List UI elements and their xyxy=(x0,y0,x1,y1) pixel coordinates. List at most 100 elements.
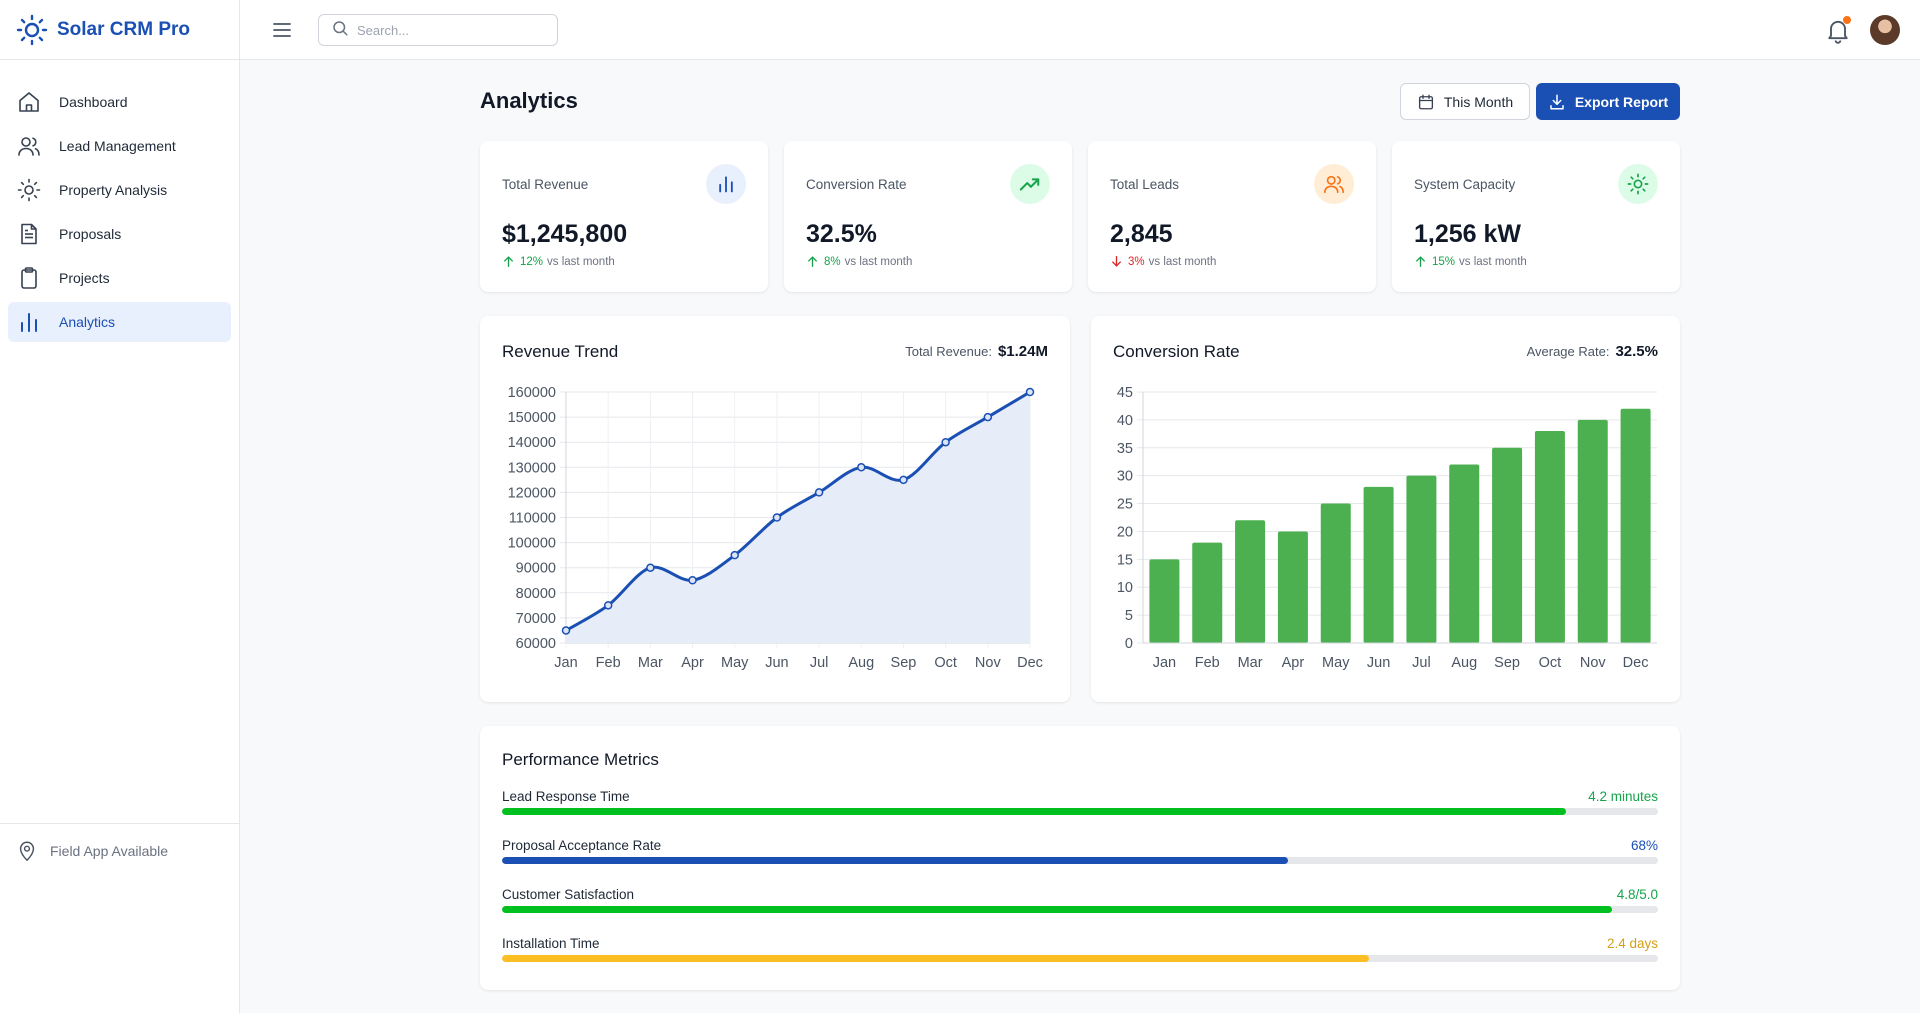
x-tick-label: Aug xyxy=(848,655,874,671)
sidebar-item-proposals[interactable]: Proposals xyxy=(8,214,231,254)
data-point xyxy=(688,576,697,585)
x-tick-label: Oct xyxy=(1539,655,1562,671)
bar-chart-icon xyxy=(706,164,746,204)
sidebar-item-property-analysis[interactable]: Property Analysis xyxy=(8,170,231,210)
sun-icon xyxy=(16,14,48,46)
y-tick-label: 130000 xyxy=(508,460,556,476)
y-tick-label: 30 xyxy=(1117,469,1133,485)
metric-value: 4.8/5.0 xyxy=(1616,887,1658,902)
sun-icon xyxy=(1618,164,1658,204)
metric-label: Customer Satisfaction xyxy=(502,887,635,902)
stat-label: Total Revenue xyxy=(502,177,589,192)
arrow-down-icon xyxy=(1110,255,1123,268)
data-point xyxy=(814,488,824,497)
data-point xyxy=(1025,387,1035,397)
progress-track xyxy=(502,906,1658,913)
bar xyxy=(1620,408,1651,643)
x-tick-label: Sep xyxy=(1494,655,1520,671)
stat-value: 2,845 xyxy=(1110,220,1173,248)
brand[interactable]: Solar CRM Pro xyxy=(0,0,239,60)
users-icon xyxy=(16,133,42,159)
y-tick-label: 120000 xyxy=(508,485,556,501)
y-tick-label: 15 xyxy=(1117,552,1133,568)
metric-value: 4.2 minutes xyxy=(1588,789,1658,804)
calendar-icon xyxy=(1417,93,1435,111)
x-tick-label: Oct xyxy=(934,655,957,671)
bar-chart-icon xyxy=(16,309,42,335)
sidebar-item-analytics[interactable]: Analytics xyxy=(8,302,231,342)
stat-value: 1,256 kW xyxy=(1414,220,1522,248)
stat-delta: 3% vs last month xyxy=(1110,255,1216,268)
metric-label: Proposal Acceptance Rate xyxy=(502,838,662,853)
stat-delta: 12% vs last month xyxy=(502,255,615,268)
stat-card-system-capacity: System Capacity 1,256 kW 15% vs last mon… xyxy=(1392,141,1680,292)
data-point xyxy=(772,513,782,522)
sidebar-footer: Field App Available xyxy=(0,823,240,1013)
stat-label: System Capacity xyxy=(1414,177,1516,192)
arrow-up-icon xyxy=(806,255,819,268)
metric-value: 2.4 days xyxy=(1606,936,1658,951)
y-tick-label: 160000 xyxy=(508,385,556,401)
sidebar-item-projects[interactable]: Projects xyxy=(8,258,231,298)
revenue-trend-card: 60000 70000 80000 90000 100000 110000 120000 13… xyxy=(480,316,1070,702)
x-tick-label: Sep xyxy=(891,655,917,671)
bar xyxy=(1406,475,1437,643)
x-tick-label: Nov xyxy=(975,655,1002,671)
conversion-rate-chart: 0 5 10 15 20 25 30 35 40 45 Jan Feb Mar Apr May Jun Jul A… xyxy=(1117,385,1657,671)
y-tick-label: 60000 xyxy=(516,636,556,652)
x-tick-label: Aug xyxy=(1451,655,1477,671)
x-tick-label: Mar xyxy=(638,655,663,671)
y-tick-label: 45 xyxy=(1117,385,1133,401)
clipboard-icon xyxy=(16,265,42,291)
metric-label: Installation Time xyxy=(502,936,600,951)
stat-delta-percent: 15% xyxy=(1432,255,1456,268)
search-input[interactable] xyxy=(357,22,547,38)
data-point xyxy=(730,550,739,560)
home-icon xyxy=(16,89,42,115)
search-icon xyxy=(331,19,349,42)
field-app-link[interactable]: Field App Available xyxy=(0,824,240,862)
data-point xyxy=(857,463,866,472)
date-range-label: This Month xyxy=(1443,93,1514,110)
arrow-up-icon xyxy=(502,255,515,268)
x-tick-label: Apr xyxy=(1282,655,1305,671)
bar xyxy=(1277,531,1308,643)
x-tick-label: Feb xyxy=(596,655,621,671)
data-point xyxy=(983,412,993,422)
stat-delta-suffix: vs last month xyxy=(844,255,913,268)
progress-fill xyxy=(502,857,1289,864)
date-range-button[interactable]: This Month xyxy=(1400,83,1530,120)
y-tick-label: 80000 xyxy=(516,586,556,602)
y-tick-label: 100000 xyxy=(508,536,556,552)
sun-icon xyxy=(16,177,42,203)
y-tick-label: 150000 xyxy=(508,410,556,426)
stat-delta-percent: 12% xyxy=(520,255,544,268)
stat-label: Conversion Rate xyxy=(806,177,907,192)
bar xyxy=(1577,419,1608,643)
notification-bell-icon[interactable] xyxy=(1824,16,1852,44)
progress-fill xyxy=(502,808,1566,815)
revenue-trend-meta: Total Revenue: $1.24M xyxy=(905,343,1048,360)
export-report-button[interactable]: Export Report xyxy=(1536,83,1680,120)
bar xyxy=(1192,542,1223,643)
menu-icon[interactable] xyxy=(270,18,294,42)
stat-card-total-leads: Total Leads 2,845 3% vs last month xyxy=(1088,141,1376,292)
avatar[interactable] xyxy=(1870,15,1900,45)
bar xyxy=(1449,464,1480,643)
bar xyxy=(1149,559,1180,643)
average-rate-value: 32.5% xyxy=(1615,343,1658,360)
bar xyxy=(1534,431,1565,643)
progress-track xyxy=(502,857,1658,864)
x-tick-label: May xyxy=(1322,655,1350,671)
data-point xyxy=(646,563,655,572)
sidebar-item-lead-management[interactable]: Lead Management xyxy=(8,126,231,166)
progress-fill xyxy=(502,906,1612,913)
x-tick-label: Jun xyxy=(765,655,788,671)
sidebar-item-label: Analytics xyxy=(59,314,116,330)
sidebar-item-dashboard[interactable]: Dashboard xyxy=(8,82,231,122)
page-title: Analytics xyxy=(480,88,578,113)
topbar xyxy=(240,0,1920,60)
brand-name: Solar CRM Pro xyxy=(57,18,191,40)
x-tick-label: Apr xyxy=(681,655,704,671)
x-tick-label: Jul xyxy=(810,655,829,671)
